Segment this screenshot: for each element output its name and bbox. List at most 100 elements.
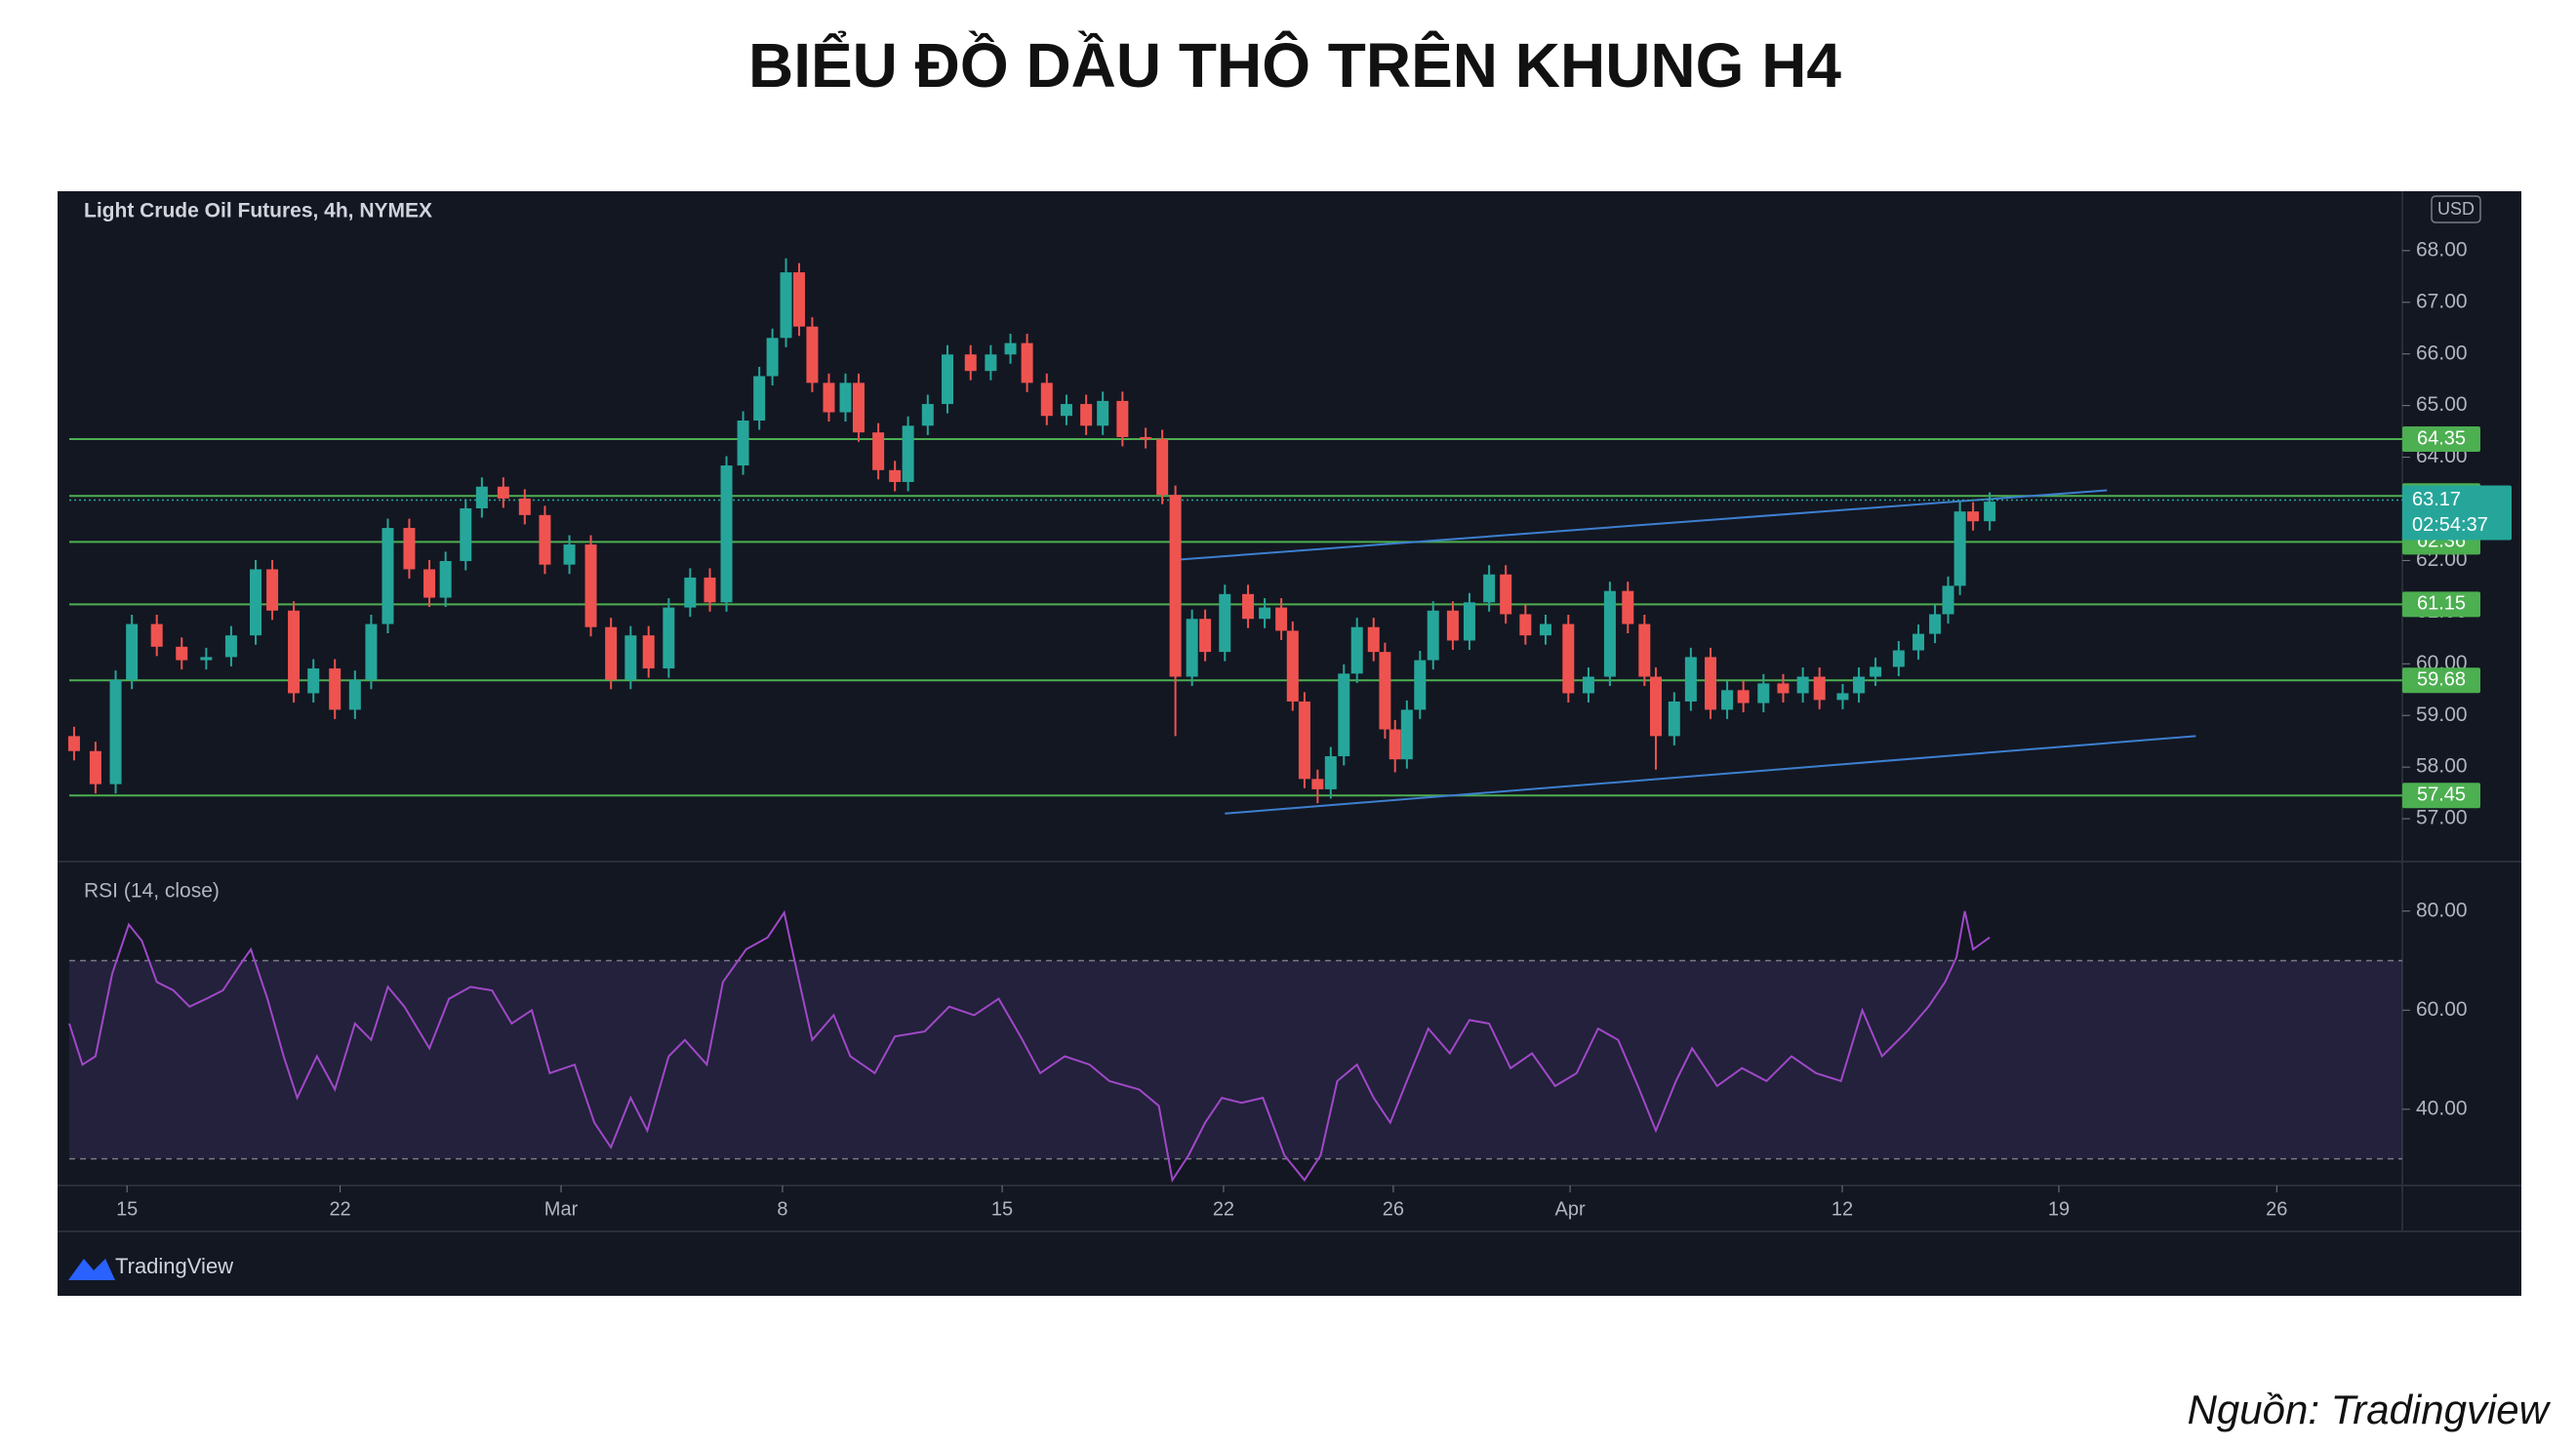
candle-body [382,528,394,624]
page-title: BIỂU ĐỒ DẦU THÔ TRÊN KHUNG H4 [748,29,1841,101]
candle-body [1519,614,1532,636]
candle-body [89,750,101,785]
candle-body [823,382,835,413]
x-tick-label: 22 [1213,1198,1234,1220]
x-tick-label: 15 [991,1198,1013,1220]
candle-body [475,486,488,508]
candle-body [1684,657,1697,702]
countdown-label: 02:54:37 [2412,514,2488,536]
y-tick-label: 65.00 [2416,393,2468,416]
candle-body [1367,626,1380,653]
x-tick-label: Apr [1555,1198,1586,1220]
candle-body [1169,495,1182,677]
candle-body [518,498,531,515]
candle-body [1275,607,1288,631]
candle-body [307,668,320,694]
candle-body [704,577,716,603]
candle-body [1259,607,1271,620]
candle-body [684,577,697,608]
level-label: 59.68 [2417,669,2466,691]
candle-body [1389,729,1401,760]
x-tick-label: 19 [2048,1198,2070,1220]
candle-body [1562,624,1575,694]
candle-body [839,382,852,413]
logo-icon [68,1259,115,1280]
price-pane: 57.0058.0059.0060.0061.0062.0063.0064.00… [67,238,2512,829]
last-price-label: 63.17 [2412,489,2461,510]
candle-body [1186,619,1198,677]
candle-body [67,736,80,751]
candle-body [1463,602,1475,641]
candle-body [642,635,655,669]
candle-body [1156,439,1169,496]
x-tick-label: 22 [329,1198,350,1220]
trendline [1180,489,2108,561]
candle-body [624,635,637,680]
candle-body [1379,652,1391,730]
candle-body [1116,400,1129,437]
y-tick-label: 40.00 [2416,1097,2468,1119]
candle-body [1140,436,1152,440]
candle-body [1021,342,1033,383]
candle-body [266,569,279,611]
tradingview-logo [68,1259,115,1280]
candle-body [1603,590,1616,677]
candle-body [1097,400,1109,426]
x-tick-label: Mar [544,1198,579,1220]
candle-body [1338,673,1350,757]
candle-body [1649,676,1662,737]
candle-body [1721,690,1734,710]
candle-body [1350,626,1363,674]
level-label-box [2402,591,2480,618]
candle-body [1286,630,1299,702]
price-chart-title: Light Crude Oil Futures, 4h, NYMEX [84,200,432,222]
candle-body [584,544,597,627]
candle-body [497,486,509,499]
level-label: 61.15 [2417,593,2466,615]
candle-body [1777,683,1790,694]
candle-body [964,354,977,372]
candle-body [1446,610,1459,641]
y-tick-label: 80.00 [2416,899,2468,921]
candle-body [348,679,361,710]
candle-body [1757,683,1770,704]
level-label-box [2402,426,2480,453]
rsi-title: RSI (14, close) [84,880,220,903]
candle-body [200,657,213,661]
candle-body [176,646,188,661]
trendline [1225,735,2196,815]
candle-body [1483,574,1496,603]
candle-body [1400,709,1413,760]
level-label: 57.45 [2417,785,2466,806]
candle-body [1199,619,1212,653]
y-tick-label: 58.00 [2416,755,2468,778]
branding: TradingView [115,1254,233,1278]
level-label: 64.35 [2417,427,2466,449]
candle-body [460,507,472,561]
y-tick-label: 60.00 [2416,998,2468,1021]
candle-body [1892,650,1905,667]
y-tick-label: 67.00 [2416,290,2468,312]
candle-body [1853,676,1866,694]
candle-body [806,326,819,383]
candle-body [1324,756,1337,789]
candle-body [224,635,237,658]
candle-body [792,272,805,327]
currency-label: USD [2437,199,2475,219]
candle-body [1705,657,1717,710]
candle-body [605,626,618,680]
level-label-box [2402,667,2480,694]
x-tick-label: 8 [777,1198,787,1220]
candle-body [126,624,139,680]
candle-body [1080,404,1093,426]
candle-body [1984,502,1996,522]
rsi-band [69,960,2402,1159]
candle-body [1737,690,1750,704]
candle-body [1311,779,1324,789]
candle-body [250,569,262,636]
candle-body [439,560,452,598]
candle-body [921,404,934,426]
candle-body [1638,624,1651,677]
candle-body [1622,590,1634,624]
candle-body [1219,593,1231,653]
